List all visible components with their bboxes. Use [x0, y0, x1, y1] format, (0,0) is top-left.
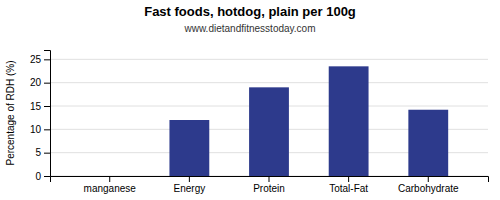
y-tick-mark: [44, 106, 50, 107]
subtitle: www.dietandfitnesstoday.com: [184, 23, 316, 34]
bar: [329, 66, 369, 176]
x-tick-mark: [109, 176, 110, 182]
plot-area: manganese Energy Protein Total-Fat Carbohydr…: [30, 51, 489, 195]
y-tick: 10: [30, 124, 50, 135]
y-tick: 15: [30, 101, 50, 112]
y-tick: 0: [35, 171, 50, 182]
x-tick-label: Energy: [174, 183, 206, 194]
x-tick-mark: [189, 176, 190, 182]
y-tick-mark: [44, 129, 50, 130]
y-axis: 0 5 10 15 20 25: [30, 51, 51, 182]
x-tick: Total-Fat: [329, 176, 368, 194]
y-axis-line: [44, 51, 51, 177]
x-tick-label: manganese: [84, 183, 137, 194]
x-tick: Protein: [253, 176, 285, 194]
grid-line: [50, 82, 488, 83]
y-tick-label: 10: [30, 124, 42, 135]
x-tick-label: Protein: [253, 183, 285, 194]
x-tick: manganese: [84, 176, 137, 194]
y-axis-title: Percentage of RDH (%): [5, 60, 16, 165]
y-tick-mark: [44, 83, 50, 84]
y-tick-label: 25: [30, 54, 42, 65]
bars: [169, 66, 448, 176]
y-tick-mark: [44, 176, 50, 177]
x-tick: Carbohydrate: [398, 176, 459, 194]
x-axis: manganese Energy Protein Total-Fat Carbohydr…: [51, 176, 489, 194]
x-axis-line: [51, 177, 489, 183]
x-tick-mark: [348, 176, 349, 182]
y-tick: 5: [35, 147, 50, 158]
x-tick-label: Total-Fat: [329, 183, 368, 194]
y-tick-label: 15: [30, 101, 42, 112]
y-tick-label: 20: [30, 77, 42, 88]
grid: [50, 59, 488, 176]
y-tick: 20: [30, 77, 50, 88]
bar: [408, 110, 448, 176]
x-tick-label: Carbohydrate: [398, 183, 459, 194]
y-tick-mark: [44, 153, 50, 154]
y-tick-mark: [44, 59, 50, 60]
bar: [249, 87, 289, 176]
title: Fast foods, hotdog, plain per 100g: [144, 4, 356, 19]
bar: [90, 176, 130, 177]
y-tick-label: 5: [35, 147, 41, 158]
chart-svg: Fast foods, hotdog, plain per 100g www.di…: [0, 0, 500, 200]
bar: [169, 120, 209, 176]
y-tick: 25: [30, 54, 50, 65]
x-tick-mark: [269, 176, 270, 182]
x-tick-mark: [428, 176, 429, 182]
grid-line: [50, 59, 488, 60]
y-tick-label: 0: [35, 171, 41, 182]
x-tick: Energy: [174, 176, 206, 194]
